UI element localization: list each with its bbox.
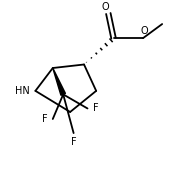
Text: F: F <box>71 137 76 147</box>
Text: O: O <box>101 2 109 12</box>
Polygon shape <box>53 68 65 95</box>
Text: F: F <box>93 103 98 113</box>
Text: O: O <box>141 26 149 36</box>
Text: F: F <box>42 114 48 124</box>
Text: HN: HN <box>15 86 30 96</box>
